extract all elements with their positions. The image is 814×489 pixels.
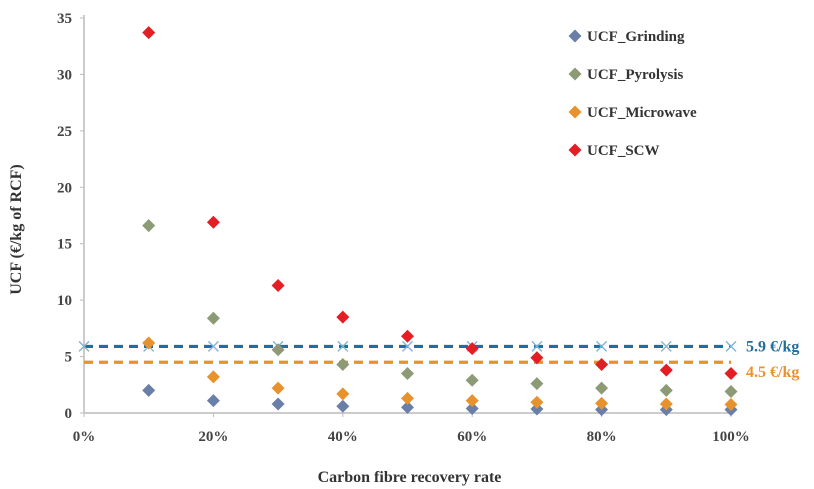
series-ucf-grinding bbox=[142, 383, 738, 417]
data-point bbox=[401, 367, 414, 380]
data-point bbox=[336, 310, 350, 324]
legend-label: UCF_SCW bbox=[587, 143, 660, 159]
data-point bbox=[465, 394, 479, 408]
x-tick-label: 0% bbox=[73, 429, 96, 445]
data-point bbox=[595, 357, 609, 371]
reference-marker bbox=[660, 340, 672, 352]
y-tick-label: 20 bbox=[57, 180, 72, 196]
data-point bbox=[271, 397, 285, 411]
data-point bbox=[206, 394, 220, 408]
legend-marker bbox=[568, 105, 582, 119]
y-tick-label: 10 bbox=[57, 293, 72, 309]
y-tick-label: 0 bbox=[65, 406, 73, 422]
data-point bbox=[659, 397, 673, 411]
data-point bbox=[142, 336, 156, 350]
x-tick-label: 100% bbox=[712, 429, 750, 445]
y-tick-label: 25 bbox=[57, 124, 72, 140]
reference-line-label: 4.5 €/kg bbox=[746, 364, 799, 381]
data-point bbox=[659, 363, 673, 377]
data-point bbox=[142, 219, 156, 233]
reference-marker bbox=[725, 340, 737, 352]
data-point bbox=[401, 391, 414, 405]
y-tick-label: 30 bbox=[57, 67, 72, 83]
x-tick-label: 60% bbox=[457, 429, 487, 445]
data-point bbox=[595, 396, 609, 410]
x-tick-label: 40% bbox=[328, 429, 358, 445]
data-point bbox=[336, 387, 350, 401]
data-point bbox=[142, 26, 156, 40]
data-points bbox=[142, 26, 738, 417]
legend-label: UCF_Microwave bbox=[587, 105, 697, 121]
data-point bbox=[659, 383, 673, 397]
y-tick-labels: 0 5 10 15 20 25 30 35 bbox=[57, 11, 84, 422]
data-point bbox=[271, 343, 285, 357]
legend-marker bbox=[568, 143, 582, 157]
x-tick-label: 20% bbox=[198, 429, 228, 445]
reference-marker bbox=[337, 340, 349, 352]
data-point bbox=[336, 357, 350, 371]
y-tick-label: 35 bbox=[57, 11, 72, 27]
data-point bbox=[530, 395, 544, 409]
data-point bbox=[401, 329, 414, 343]
reference-marker bbox=[78, 340, 90, 352]
x-axis-title: Carbon fibre recovery rate bbox=[318, 469, 502, 486]
data-point bbox=[401, 400, 414, 414]
x-tick-label: 80% bbox=[587, 429, 617, 445]
reference-line-label: 5.9 €/kg bbox=[746, 338, 799, 355]
legend: UCF_Grinding UCF_Pyrolysis UCF_Microwave UC… bbox=[568, 29, 697, 159]
series-ucf-pyrolysis bbox=[142, 219, 738, 399]
data-point bbox=[530, 402, 544, 416]
data-point bbox=[724, 398, 738, 412]
reference-marker bbox=[207, 340, 219, 352]
series-ucf-scw bbox=[142, 26, 738, 380]
data-point bbox=[271, 381, 285, 395]
legend-marker bbox=[568, 67, 582, 81]
series-ucf-microwave bbox=[142, 336, 738, 412]
data-point bbox=[271, 278, 285, 292]
data-point bbox=[530, 377, 544, 391]
data-point bbox=[336, 399, 350, 413]
data-point bbox=[724, 367, 738, 380]
y-tick-label: 5 bbox=[65, 350, 73, 366]
data-point bbox=[530, 351, 544, 365]
data-point bbox=[206, 311, 220, 325]
reference-marker bbox=[402, 340, 413, 352]
legend-label: UCF_Grinding bbox=[587, 29, 685, 45]
reference-marker bbox=[531, 340, 543, 352]
y-tick-label: 15 bbox=[57, 237, 72, 253]
legend-marker bbox=[568, 29, 582, 43]
data-point bbox=[465, 373, 479, 387]
data-point bbox=[206, 370, 220, 384]
y-axis-title: UCF (€/kg of RCF) bbox=[8, 164, 25, 295]
x-tick-labels: 0% 20% 40% 60% 80% 100% bbox=[73, 413, 750, 445]
reference-lines: 5.9 €/kg 4.5 €/kg bbox=[78, 338, 799, 381]
legend-label: UCF_Pyrolysis bbox=[587, 67, 684, 83]
data-point bbox=[465, 401, 479, 415]
data-point bbox=[595, 381, 609, 395]
data-point bbox=[465, 342, 479, 356]
data-point bbox=[142, 383, 156, 397]
data-point bbox=[724, 385, 738, 399]
data-point bbox=[206, 215, 220, 229]
reference-marker bbox=[596, 340, 608, 352]
